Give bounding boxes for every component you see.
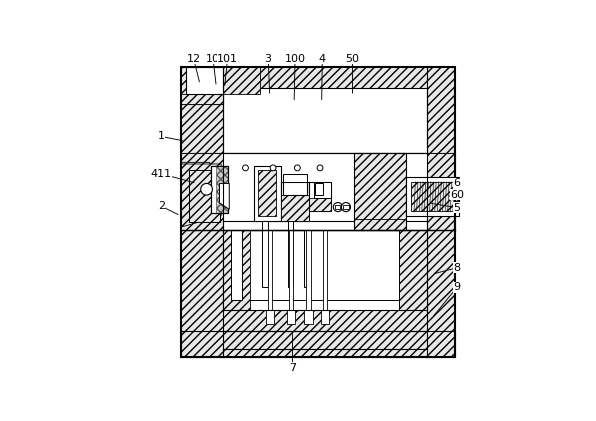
Circle shape bbox=[243, 165, 249, 171]
Text: 4: 4 bbox=[319, 53, 326, 64]
Text: 3: 3 bbox=[265, 53, 272, 64]
Bar bbox=[181, 67, 223, 104]
Bar bbox=[309, 198, 331, 211]
Text: 60: 60 bbox=[450, 190, 464, 200]
Text: 100: 100 bbox=[284, 53, 306, 64]
Polygon shape bbox=[427, 153, 455, 230]
Bar bbox=[223, 230, 427, 310]
Bar bbox=[406, 177, 460, 216]
Bar bbox=[268, 230, 272, 310]
Bar bbox=[315, 184, 323, 195]
Bar bbox=[304, 230, 310, 287]
Polygon shape bbox=[181, 153, 223, 230]
Text: 12: 12 bbox=[187, 53, 201, 64]
Bar bbox=[223, 300, 427, 310]
Text: 50: 50 bbox=[346, 53, 359, 64]
Bar bbox=[266, 310, 274, 325]
Circle shape bbox=[333, 203, 343, 212]
Bar bbox=[181, 67, 455, 357]
Bar bbox=[212, 165, 228, 213]
Bar bbox=[287, 310, 295, 325]
Bar bbox=[181, 67, 223, 104]
Text: 7: 7 bbox=[289, 362, 296, 373]
Circle shape bbox=[201, 184, 212, 195]
Text: 411: 411 bbox=[151, 169, 172, 179]
Bar bbox=[223, 310, 427, 331]
Bar bbox=[185, 67, 223, 94]
Bar bbox=[216, 165, 228, 213]
Polygon shape bbox=[181, 230, 455, 357]
Bar bbox=[336, 205, 340, 209]
Circle shape bbox=[270, 165, 276, 171]
Bar bbox=[223, 88, 427, 153]
Bar bbox=[313, 182, 331, 198]
Text: 101: 101 bbox=[217, 53, 238, 64]
Polygon shape bbox=[219, 184, 229, 209]
Polygon shape bbox=[354, 219, 406, 230]
Bar bbox=[253, 165, 281, 221]
Bar bbox=[399, 230, 427, 310]
Bar bbox=[306, 230, 311, 310]
Bar bbox=[288, 230, 293, 310]
Bar bbox=[181, 331, 455, 357]
Bar bbox=[305, 310, 313, 325]
Text: 2: 2 bbox=[157, 201, 164, 211]
Bar bbox=[262, 221, 268, 287]
Bar bbox=[354, 153, 406, 230]
Bar bbox=[223, 221, 427, 230]
Bar bbox=[321, 310, 329, 325]
Polygon shape bbox=[354, 153, 406, 230]
Circle shape bbox=[294, 165, 300, 171]
Bar bbox=[309, 182, 331, 211]
Polygon shape bbox=[181, 164, 221, 227]
Bar bbox=[281, 182, 309, 221]
Bar bbox=[181, 67, 455, 357]
Text: 10: 10 bbox=[206, 53, 220, 64]
Circle shape bbox=[342, 203, 350, 212]
Bar bbox=[181, 153, 455, 230]
Bar bbox=[212, 165, 228, 213]
Bar bbox=[343, 205, 349, 209]
Bar bbox=[411, 182, 458, 211]
Circle shape bbox=[317, 165, 323, 171]
Text: 9: 9 bbox=[454, 282, 461, 292]
Bar bbox=[288, 221, 293, 287]
Bar bbox=[283, 174, 307, 182]
Text: 5: 5 bbox=[454, 203, 461, 213]
Text: 6: 6 bbox=[454, 179, 461, 189]
Polygon shape bbox=[181, 67, 455, 153]
Bar bbox=[181, 67, 260, 94]
Polygon shape bbox=[181, 163, 210, 227]
Text: 1: 1 bbox=[158, 131, 164, 141]
Bar bbox=[223, 230, 250, 310]
Bar bbox=[231, 230, 242, 300]
Bar bbox=[189, 171, 219, 222]
Bar bbox=[223, 331, 427, 357]
Polygon shape bbox=[181, 153, 223, 230]
Bar bbox=[281, 195, 309, 221]
Bar bbox=[283, 182, 307, 195]
Bar bbox=[259, 171, 277, 216]
Text: 8: 8 bbox=[454, 263, 461, 273]
Polygon shape bbox=[427, 153, 455, 230]
Bar bbox=[322, 230, 327, 310]
